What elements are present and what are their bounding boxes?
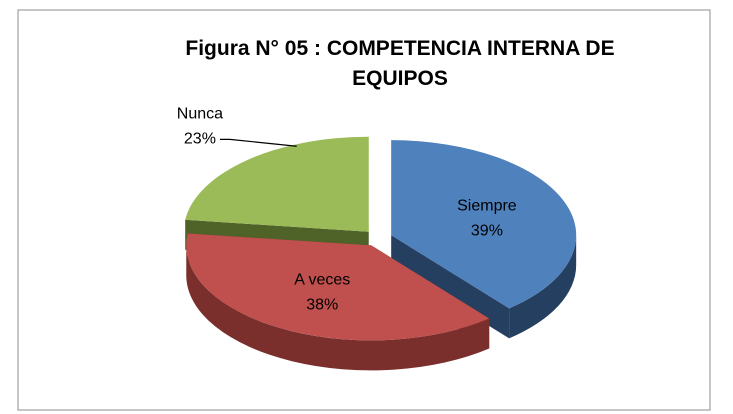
leader-line (219, 138, 297, 147)
slice-label: A veces (294, 271, 350, 288)
slice (185, 136, 369, 232)
slice-side (391, 235, 510, 339)
slice-wall (186, 245, 490, 371)
slice-value-label: 38% (306, 296, 338, 313)
slice-label: Nunca (177, 106, 223, 123)
slice-label: Siempre (457, 198, 517, 215)
slice (186, 233, 490, 341)
slice-value-label: 23% (184, 131, 216, 148)
slice-wall (509, 235, 577, 339)
slice (391, 140, 577, 309)
slice-value-label: 39% (471, 223, 503, 240)
chart-title: Figura N° 05 : COMPETENCIA INTERNA DE EQ… (185, 37, 615, 90)
